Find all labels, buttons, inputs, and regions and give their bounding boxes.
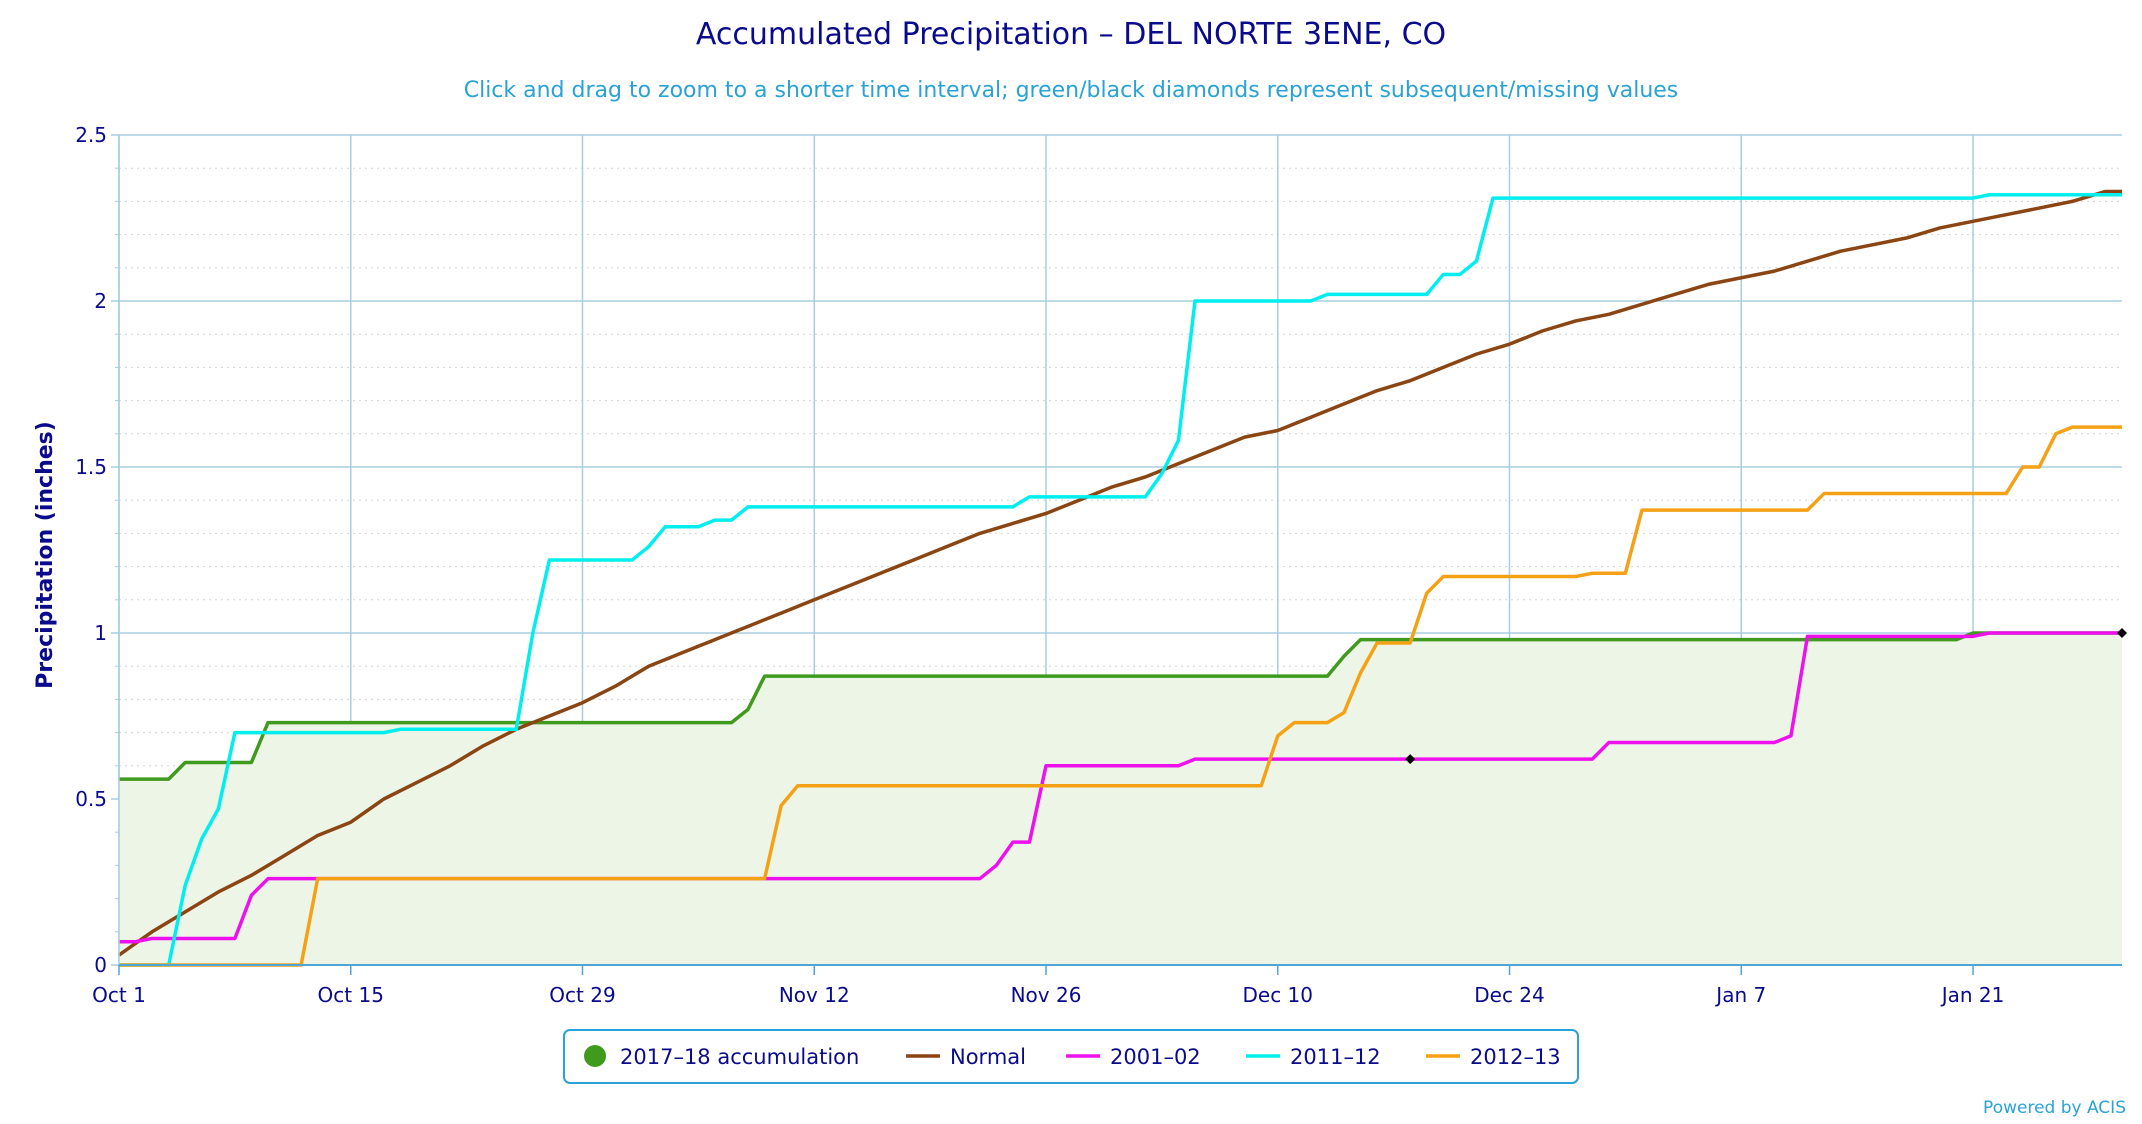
y-tick-label: 1.5 [75, 455, 107, 479]
x-tick-label: Dec 10 [1243, 983, 1314, 1007]
x-tick-label: Jan 21 [1940, 983, 2005, 1007]
x-tick-label: Oct 29 [549, 983, 615, 1007]
x-tick-label: Nov 12 [779, 983, 850, 1007]
area-fill [119, 633, 2122, 965]
legend-label: 2012–13 [1470, 1045, 1561, 1069]
diamond-markers [1405, 628, 2127, 765]
diamond-marker [2117, 628, 2127, 638]
series-line-2[interactable] [119, 631, 2122, 944]
legend-item-4[interactable]: 2012–13 [1426, 1045, 1561, 1069]
legend-label: 2011–12 [1290, 1045, 1381, 1069]
axes [111, 134, 2122, 975]
legend-symbol-circle [584, 1045, 606, 1067]
y-tick-labels: 0 0.5 1 1.5 2 2.5 [75, 123, 107, 977]
legend-label: 2001–02 [1110, 1045, 1201, 1069]
x-tick-label: Nov 26 [1011, 983, 1082, 1007]
series-line-4[interactable] [119, 425, 2122, 967]
credit-text[interactable]: Powered by ACIS [1983, 1098, 2126, 1118]
y-tick-label: 2 [94, 289, 107, 313]
legend-item-2[interactable]: 2001–02 [1066, 1045, 1201, 1069]
series-line-3[interactable] [119, 193, 2122, 967]
y-tick-label: 0 [94, 953, 107, 977]
x-tick-label: Dec 24 [1474, 983, 1545, 1007]
chart-title: Accumulated Precipitation – DEL NORTE 3E… [696, 17, 1446, 52]
legend-label: Normal [950, 1045, 1026, 1069]
series-line-1[interactable] [117, 189, 2122, 957]
legend-label: 2017–18 accumulation [620, 1045, 859, 1069]
legend-item-1[interactable]: Normal [906, 1045, 1026, 1069]
legend-item-3[interactable]: 2011–12 [1246, 1045, 1381, 1069]
x-tick-label: Jan 7 [1714, 983, 1766, 1007]
area-fill-2017-18 [119, 633, 2122, 965]
y-tick-label: 2.5 [75, 123, 107, 147]
diamond-marker [1405, 754, 1416, 765]
chart-subtitle: Click and drag to zoom to a shorter time… [464, 78, 1679, 103]
legend[interactable]: 2017–18 accumulation Normal 2001–02 2011–12… [563, 1029, 1579, 1084]
x-tick-label: Oct 15 [318, 983, 384, 1007]
y-tick-label: 1 [94, 621, 107, 645]
legend-item-0[interactable]: 2017–18 accumulation [584, 1045, 859, 1069]
series-lines[interactable] [117, 189, 2122, 967]
x-tick-labels: Oct 1 Oct 15 Oct 29 Nov 12 Nov 26 Dec 10 Dec 2… [92, 983, 2004, 1007]
y-axis-label: Precipitation (inches) [33, 421, 58, 689]
y-tick-label: 0.5 [75, 787, 107, 811]
series-line-0[interactable] [119, 631, 2122, 781]
x-tick-label: Oct 1 [92, 983, 146, 1007]
